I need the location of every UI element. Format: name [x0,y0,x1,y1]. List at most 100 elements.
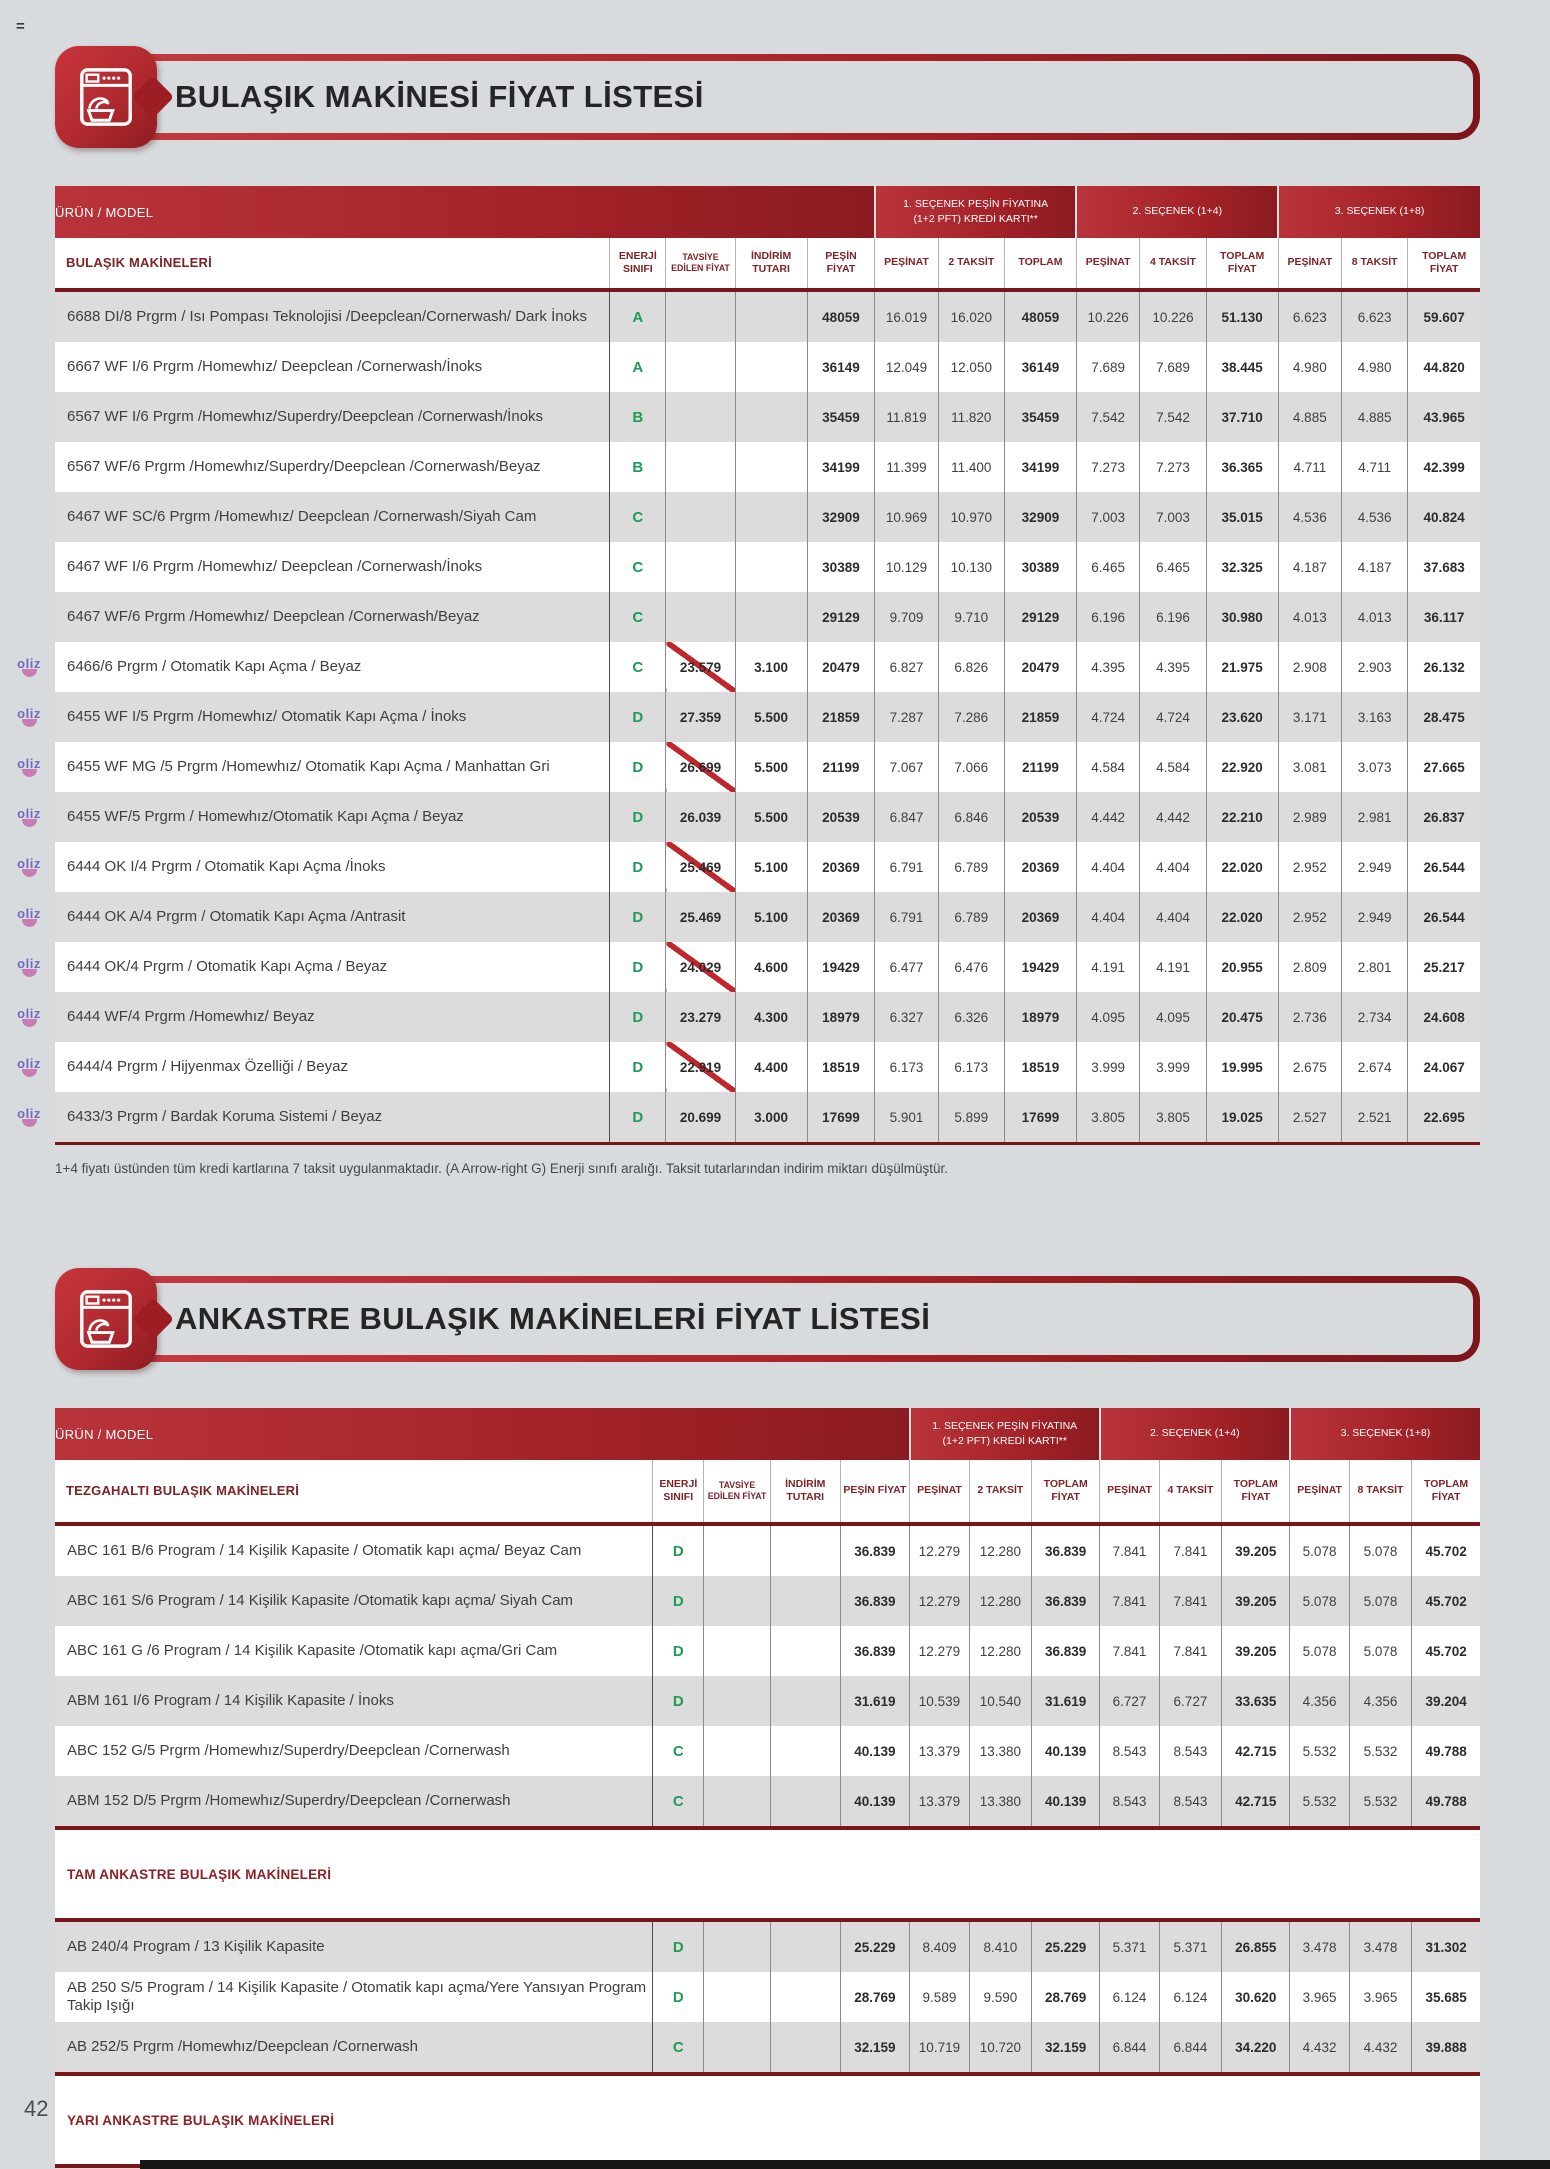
opt2-installment-cell: 3.999 [1139,1042,1207,1092]
opt1-downpayment-cell: 6.827 [874,642,939,692]
energy-class-cell: C [652,2022,704,2074]
opt2-downpayment-cell: 6.727 [1099,1676,1160,1726]
section1-title: BULAŞIK MAKİNESİ FİYAT LİSTESİ [175,79,704,114]
opt3-installment-cell: 2.734 [1341,992,1408,1042]
cash-price-cell: 21859 [806,692,875,742]
opt2-downpayment-cell: 4.404 [1075,842,1140,892]
urun-model-header: ÜRÜN / MODEL [55,186,875,238]
table-band-row: ÜRÜN / MODEL 1. SEÇENEK PEŞİN FİYATINA (… [55,1408,1480,1460]
opt2-installment-cell: 4.404 [1139,842,1207,892]
category-section-row: YARI ANKASTRE BULAŞIK MAKİNELERİ [55,2072,1480,2168]
recommended-price-cell [703,1726,771,1776]
table-row: oliz AB 252/5 Prgrm /Homewhız/Deepclean … [55,2022,1480,2074]
oliz-logo-text: oliz [17,706,41,721]
product-name-cell: oliz ABC 161 S/6 Program / 14 Kişilik Ka… [55,1576,653,1626]
discount-amount-cell [769,1676,841,1726]
opt3-downpayment-cell: 3.171 [1277,692,1342,742]
energy-class-cell: A [609,342,666,392]
opt3-total-cell: 42.399 [1407,442,1480,492]
opt1-total-cell: 21859 [1003,692,1077,742]
col-energy: ENERJİ SINIFI [652,1460,704,1526]
opt3-downpayment-cell: 2.952 [1277,892,1342,942]
product-name-cell: oliz 6444 OK A/4 Prgrm / Otomatik Kapı A… [17,892,610,942]
cash-price-cell: 36149 [806,342,875,392]
opt2-total-cell: 30.620 [1221,1972,1290,2022]
opt1-installment-cell: 11.820 [937,392,1005,442]
oliz-logo-text: oliz [17,756,41,771]
energy-class-cell: D [609,1092,666,1144]
opt3-total-cell: 26.544 [1407,892,1480,942]
option3-header: 3. SEÇENEK (1+8) [1277,186,1480,238]
option1-header: 1. SEÇENEK PEŞİN FİYATINA (1+2 PFT) KRED… [873,186,1077,238]
opt2-total-cell: 22.920 [1205,742,1279,792]
recommended-price-cell [665,290,736,342]
energy-class-cell: D [652,1626,704,1676]
col-opt3-downpayment: PEŞİNAT [1289,1460,1350,1526]
opt3-downpayment-cell: 4.536 [1277,492,1342,542]
opt1-downpayment-cell: 10.969 [874,492,939,542]
oliz-logo-text: oliz [17,906,41,921]
cash-price-cell: 34199 [806,442,875,492]
discount-amount-cell: 3.000 [734,1092,808,1144]
opt3-total-cell: 45.702 [1411,1576,1480,1626]
opt1-total-cell: 36.839 [1031,1576,1100,1626]
product-name-cell: oliz ABC 161 B/6 Program / 14 Kişilik Ka… [55,1524,653,1576]
opt1-installment-cell: 8.410 [968,1920,1032,1972]
opt1-total-cell: 20539 [1003,792,1077,842]
discount-amount-cell [769,1920,841,1972]
discount-amount-cell [769,1576,841,1626]
opt1-total-cell: 18519 [1003,1042,1077,1092]
opt3-total-cell: 35.685 [1411,1972,1480,2022]
opt3-installment-cell: 4.536 [1341,492,1408,542]
product-name-cell: oliz 6444 WF/4 Prgrm /Homewhız/ Beyaz [17,992,610,1042]
opt1-downpayment-cell: 9.709 [874,592,939,642]
opt3-downpayment-cell: 4.187 [1277,542,1342,592]
opt3-installment-cell: 5.532 [1348,1726,1412,1776]
product-name: 6455 WF I/5 Prgrm /Homewhız/ Otomatik Ka… [67,708,467,725]
product-name-cell: oliz AB 252/5 Prgrm /Homewhız/Deepclean … [55,2022,653,2074]
opt1-total-cell: 36149 [1003,342,1077,392]
table-row: oliz 6455 WF I/5 Prgrm /Homewhız/ Otomat… [17,692,1480,742]
opt1-downpayment-cell: 16.019 [874,290,939,342]
discount-amount-cell: 5.100 [734,842,808,892]
opt3-downpayment-cell: 4.432 [1289,2022,1350,2074]
column-header-row: TEZGAHALTI BULAŞIK MAKİNELERİ ENERJİ SIN… [55,1460,1480,1526]
product-name: ABC 161 B/6 Program / 14 Kişilik Kapasit… [67,1542,582,1559]
product-name-cell: oliz 6688 DI/8 Prgrm / Isı Pompası Tekno… [55,290,610,342]
opt1-downpayment-cell: 6.791 [874,892,939,942]
product-name-cell: oliz 6567 WF/6 Prgrm /Homewhız/Superdry/… [55,442,610,492]
col-cash-price: PEŞİN FİYAT [806,238,875,292]
energy-class-cell: D [609,842,666,892]
opt1-total-cell: 17699 [1003,1092,1077,1144]
opt3-total-cell: 26.837 [1407,792,1480,842]
opt2-downpayment-cell: 7.273 [1075,442,1140,492]
energy-class-cell: D [609,892,666,942]
opt2-downpayment-cell: 4.584 [1075,742,1140,792]
dishwasher-price-table: ÜRÜN / MODEL 1. SEÇENEK PEŞİN FİYATINA (… [17,186,1480,1145]
opt2-total-cell: 20.955 [1205,942,1279,992]
opt3-installment-cell: 4.980 [1341,342,1408,392]
opt3-downpayment-cell: 4.885 [1277,392,1342,442]
product-name-cell: oliz 6667 WF I/6 Prgrm /Homewhız/ Deepcl… [55,342,610,392]
opt1-total-cell: 32.159 [1031,2022,1100,2074]
opt3-installment-cell: 4.013 [1341,592,1408,642]
opt3-downpayment-cell: 3.478 [1289,1920,1350,1972]
opt2-downpayment-cell: 5.371 [1099,1920,1160,1972]
opt1-total-cell: 20369 [1003,892,1077,942]
opt3-installment-cell: 2.981 [1341,792,1408,842]
energy-class-cell: D [652,1524,704,1576]
oliz-brand-logo: oliz [11,957,47,977]
opt3-installment-cell: 4.356 [1348,1676,1412,1726]
opt3-installment-cell: 4.885 [1341,392,1408,442]
opt1-downpayment-cell: 10.129 [874,542,939,592]
opt1-downpayment-cell: 13.379 [909,1726,970,1776]
opt3-downpayment-cell: 2.989 [1277,792,1342,842]
option1-header: 1. SEÇENEK PEŞİN FİYATINA (1+2 PFT) KRED… [908,1408,1100,1460]
opt1-total-cell: 36.839 [1031,1626,1100,1676]
table-row: oliz AB 250 S/5 Program / 14 Kişilik Kap… [55,1972,1480,2022]
builtin-dishwasher-price-table: ÜRÜN / MODEL 1. SEÇENEK PEŞİN FİYATINA (… [55,1408,1480,2169]
option1-line1: 1. SEÇENEK PEŞİN FİYATINA [932,1419,1078,1432]
recommended-price-cell [703,1776,771,1828]
product-name-cell: oliz ABM 152 D/5 Prgrm /Homewhız/Superdr… [55,1776,653,1828]
opt1-installment-cell: 13.380 [968,1726,1032,1776]
